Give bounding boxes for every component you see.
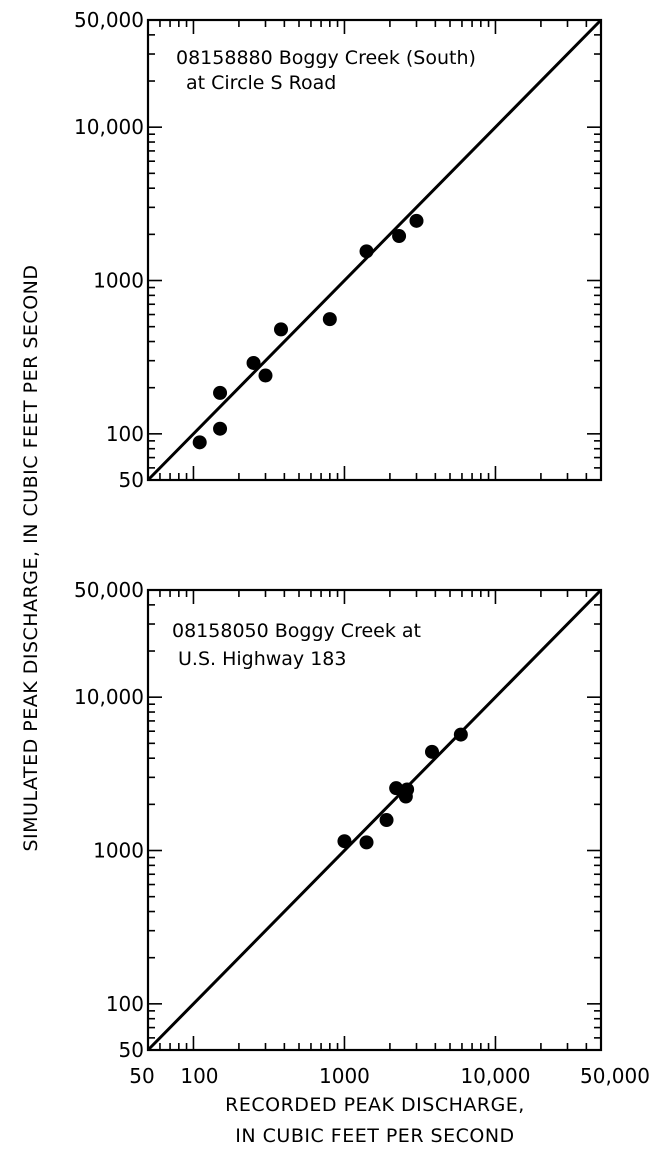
y-tick-labels-top: 50 100 1000 10,000 50,000 <box>74 8 144 492</box>
equality-line-top <box>146 18 603 482</box>
tick-marks-top <box>147 19 602 481</box>
plot-panel-bottom: 50 100 1000 10,000 50,000 50 100 1000 10,000 50,… <box>74 578 649 1088</box>
data-point <box>453 727 468 742</box>
y-tick-label: 50 <box>119 1038 144 1062</box>
station-label-bottom-line1: 08158050 Boggy Creek at <box>172 620 421 642</box>
y-tick-label: 10,000 <box>74 685 144 709</box>
data-point <box>425 744 440 759</box>
data-point <box>322 312 337 327</box>
y-tick-label: 1000 <box>93 269 144 293</box>
x-tick-label: 50 <box>129 1064 154 1088</box>
x-tick-labels-bottom: 50 100 1000 10,000 50,000 <box>129 1064 649 1088</box>
y-tick-label: 100 <box>106 422 144 446</box>
x-tick-label: 100 <box>180 1064 218 1088</box>
plot-frame-bottom <box>146 588 603 1052</box>
x-axis-title-line2: IN CUBIC FEET PER SECOND <box>235 1125 514 1147</box>
y-axis-title: SIMULATED PEAK DISCHARGE, IN CUBIC FEET … <box>20 265 42 852</box>
plot-frame-top <box>146 18 603 482</box>
x-tick-label: 50,000 <box>580 1064 649 1088</box>
data-point <box>379 813 394 828</box>
y-tick-label: 10,000 <box>74 115 144 139</box>
x-axis-title-line1: RECORDED PEAK DISCHARGE, <box>225 1094 525 1116</box>
data-point <box>392 229 407 244</box>
station-label-bottom-line2: U.S. Highway 183 <box>178 648 347 670</box>
y-tick-label: 1000 <box>93 839 144 863</box>
station-label-top-line1: 08158880 Boggy Creek (South) <box>176 47 476 69</box>
plot-panel-top: 50 100 1000 10,000 50,000 08158880 Boggy Cre… <box>74 8 603 492</box>
y-tick-label: 50,000 <box>74 8 144 32</box>
data-points-bottom <box>337 727 468 850</box>
data-point <box>274 322 289 337</box>
y-tick-label: 50 <box>119 468 144 492</box>
y-tick-label: 100 <box>106 992 144 1016</box>
data-point <box>389 781 404 796</box>
data-point <box>337 834 352 849</box>
data-points-top <box>192 213 424 450</box>
data-point <box>258 368 273 383</box>
y-tick-labels-bottom: 50 100 1000 10,000 50,000 <box>74 578 144 1062</box>
data-point <box>192 435 207 450</box>
data-point <box>246 355 261 370</box>
data-point <box>409 213 424 228</box>
data-point <box>359 835 374 850</box>
tick-marks-bottom <box>147 589 602 1051</box>
data-point <box>213 421 228 436</box>
data-point <box>359 244 374 259</box>
data-point <box>213 385 228 400</box>
y-tick-label: 50,000 <box>74 578 144 602</box>
equality-line-bottom <box>146 588 603 1052</box>
station-label-top-line2: at Circle S Road <box>186 72 336 94</box>
x-tick-label: 1000 <box>319 1064 370 1088</box>
x-tick-label: 10,000 <box>460 1064 530 1088</box>
data-point <box>400 782 415 797</box>
